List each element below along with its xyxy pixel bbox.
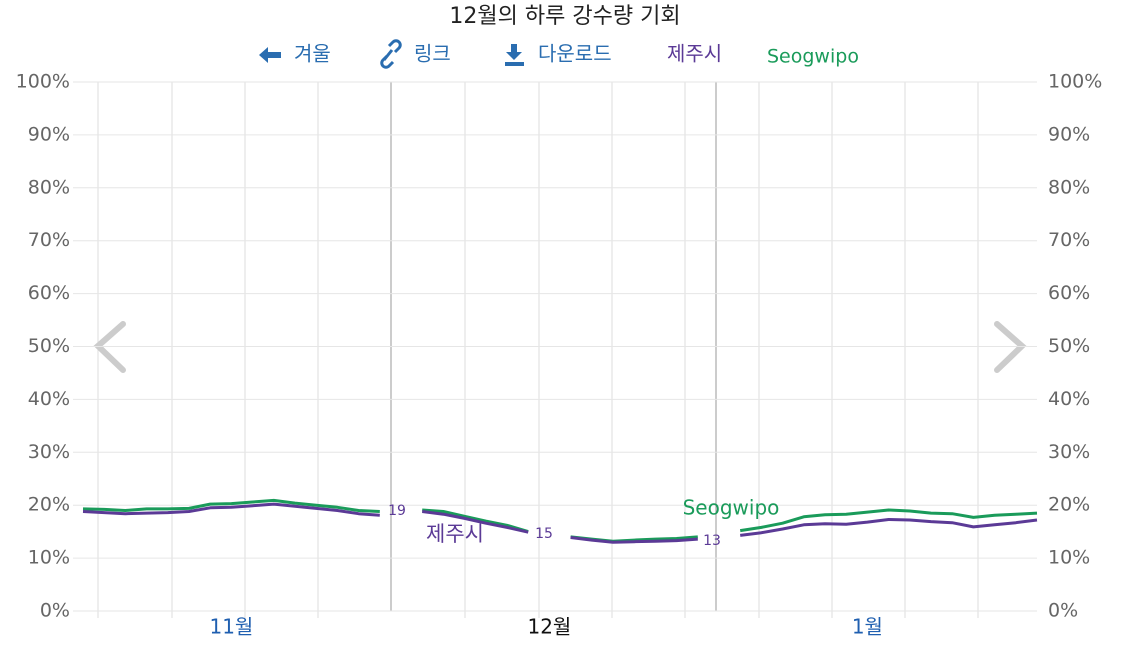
- y2-tick-label: 20%: [1048, 494, 1090, 516]
- x-tick-label[interactable]: 1월: [852, 615, 883, 639]
- download-link[interactable]: 다운로드: [538, 42, 612, 66]
- y-tick-label: 0%: [40, 600, 70, 622]
- nav-back[interactable]: 겨울: [259, 42, 331, 66]
- y-tick-label: 80%: [28, 176, 70, 198]
- y2-tick-label: 70%: [1048, 229, 1090, 251]
- y-tick-label: 90%: [28, 123, 70, 145]
- legend-entry[interactable]: Seogwipo: [767, 46, 859, 68]
- series-line: [82, 502, 1038, 544]
- x-tick-label[interactable]: 11월: [209, 615, 253, 639]
- y-tick-label: 60%: [28, 282, 70, 304]
- back-link[interactable]: 겨울: [294, 42, 331, 66]
- y-tick-label: 50%: [28, 335, 70, 357]
- link-icon[interactable]: [380, 39, 402, 69]
- y-tick-label: 20%: [28, 494, 70, 516]
- point-label: 13: [703, 533, 721, 549]
- y-tick-label: 70%: [28, 229, 70, 251]
- y2-tick-label: 10%: [1048, 547, 1090, 569]
- y2-tick-label: 100%: [1048, 71, 1102, 93]
- y2-tick-label: 30%: [1048, 441, 1090, 463]
- link-link[interactable]: 링크: [414, 42, 451, 66]
- nav-link[interactable]: 링크: [380, 39, 451, 69]
- chart-title: 12월의 하루 강수량 기회: [449, 4, 680, 29]
- y2-tick-label: 90%: [1048, 123, 1090, 145]
- y-tick-label: 40%: [28, 388, 70, 410]
- y-tick-label: 10%: [28, 547, 70, 569]
- y2-tick-label: 40%: [1048, 388, 1090, 410]
- series-label: 제주시: [426, 522, 484, 546]
- x-tick-label: 12월: [527, 615, 571, 639]
- y-tick-label: 100%: [16, 71, 70, 93]
- legend-entry[interactable]: 제주시: [667, 42, 722, 66]
- y-tick-label: 30%: [28, 441, 70, 463]
- back-icon[interactable]: [259, 47, 281, 63]
- series-line: [82, 498, 1038, 543]
- point-label: 15: [535, 526, 553, 542]
- y2-tick-label: 60%: [1048, 282, 1090, 304]
- y2-tick-label: 0%: [1048, 600, 1078, 622]
- y2-tick-label: 80%: [1048, 176, 1090, 198]
- download-icon[interactable]: [505, 44, 524, 66]
- point-label: 19: [388, 503, 406, 519]
- y2-tick-label: 50%: [1048, 335, 1090, 357]
- nav-download[interactable]: 다운로드: [505, 42, 612, 67]
- series-label: Seogwipo: [683, 496, 780, 520]
